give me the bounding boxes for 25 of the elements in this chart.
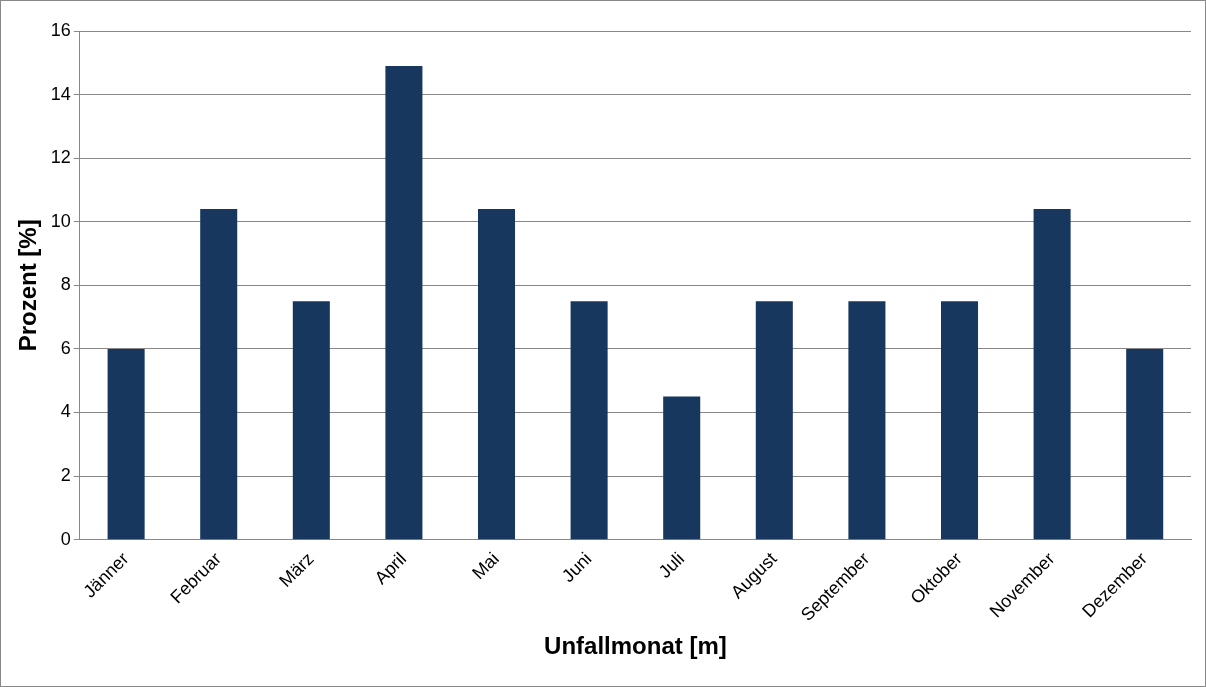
bar	[755, 301, 793, 540]
y-tick-label: 2	[60, 465, 71, 486]
y-tick-label: 16	[50, 19, 71, 40]
bar	[385, 65, 423, 540]
y-tick-label: 10	[50, 210, 71, 231]
y-tick-label: 0	[60, 528, 71, 549]
y-tick-label: 8	[60, 274, 71, 295]
y-tick-label: 4	[60, 401, 71, 422]
bar	[200, 209, 238, 540]
y-axis-title: Prozent [%]	[14, 219, 42, 352]
x-axis-title: Unfallmonat [m]	[544, 632, 727, 660]
bar	[1126, 348, 1164, 540]
y-tick-label: 12	[50, 147, 71, 168]
bar	[570, 301, 608, 540]
bar	[940, 301, 979, 540]
bar	[107, 348, 145, 540]
bar	[848, 301, 886, 540]
bar	[1033, 209, 1071, 540]
y-tick-label: 14	[50, 83, 71, 104]
y-tick-label: 6	[60, 337, 71, 358]
x-tick-label: Mai	[468, 548, 503, 584]
bar	[663, 396, 701, 540]
bar	[477, 209, 516, 540]
bar	[292, 301, 330, 540]
x-tick-label: Juli	[654, 548, 689, 582]
